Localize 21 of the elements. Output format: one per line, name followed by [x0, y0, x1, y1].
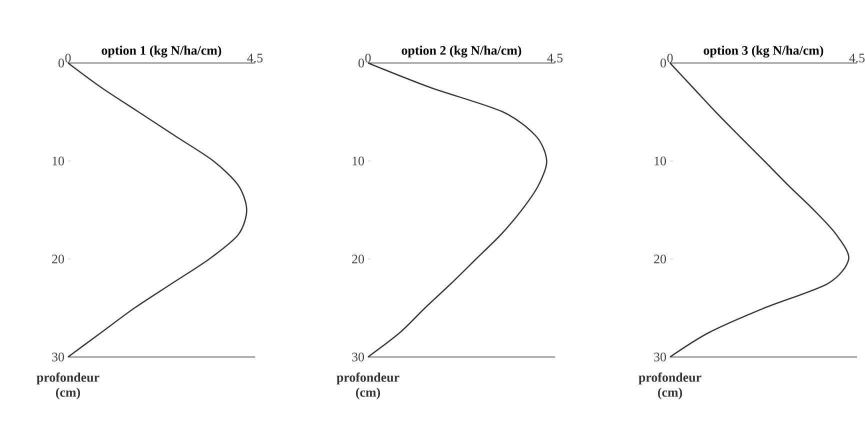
y-axis-title: profondeur (cm) [336, 372, 400, 400]
chart-title: option 3 (kg N/ha/cm) [704, 46, 824, 58]
x-tick-label: 4.5 [849, 54, 865, 62]
chart-title: option 1 (kg N/ha/cm) [102, 46, 222, 58]
y-axis-title: profondeur (cm) [638, 372, 702, 400]
x-tick-label: 4.5 [247, 54, 263, 62]
y-tick-label: 10 [352, 156, 364, 166]
y-tick-label: 20 [52, 254, 64, 264]
y-axis-title: profondeur (cm) [36, 372, 100, 400]
y-tick-label: 20 [654, 254, 666, 264]
x-tick-label: 0 [365, 54, 371, 62]
x-tick-label: 0 [667, 54, 673, 62]
y-tick-label: 10 [52, 156, 64, 166]
x-tick-label: 0 [65, 54, 71, 62]
chart-title: option 2 (kg N/ha/cm) [402, 46, 522, 58]
y-tick-label: 30 [52, 352, 64, 362]
y-tick-label: 20 [352, 254, 364, 264]
y-tick-label: 30 [654, 352, 666, 362]
x-tick-label: 4.5 [547, 54, 563, 62]
y-tick-label: 30 [352, 352, 364, 362]
y-tick-label: 10 [654, 156, 666, 166]
